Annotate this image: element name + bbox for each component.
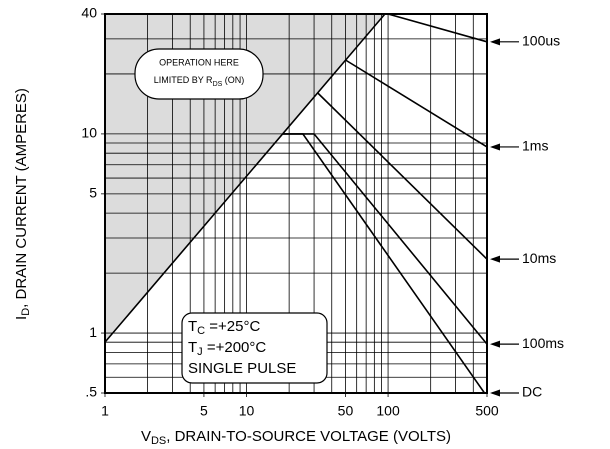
condition-text: T bbox=[188, 339, 197, 356]
series-line bbox=[104, 13, 386, 343]
conditions-box bbox=[181, 312, 328, 384]
y-tick-label: .5 bbox=[85, 384, 97, 400]
arrow-head bbox=[490, 389, 500, 397]
series-label: 100us bbox=[522, 33, 560, 49]
annotation-sub: DS bbox=[213, 81, 223, 88]
condition-sub: C bbox=[197, 325, 205, 337]
series-label: 1ms bbox=[522, 138, 548, 154]
condition: TC =+25°C bbox=[188, 318, 260, 337]
y-tick-label: 1 bbox=[89, 324, 97, 340]
arrow-head bbox=[490, 38, 500, 46]
condition: TJ =+200°C bbox=[188, 339, 266, 358]
axis-label-sub: D bbox=[20, 308, 32, 316]
condition-text: T bbox=[188, 318, 197, 335]
axis-label-text: I bbox=[13, 316, 30, 320]
y-tick-label: 40 bbox=[81, 5, 97, 21]
arrow-head bbox=[490, 340, 500, 348]
x-tick-label: 100 bbox=[376, 403, 400, 419]
axis-label-sub: DS bbox=[151, 435, 166, 447]
arrow-head bbox=[490, 143, 500, 151]
series-line bbox=[317, 92, 488, 260]
x-tick-label: 5 bbox=[200, 403, 208, 419]
x-tick-label: 1 bbox=[101, 403, 109, 419]
series-label: DC bbox=[522, 384, 542, 400]
annotation-box bbox=[134, 48, 264, 100]
axis-label-text: V bbox=[141, 428, 151, 445]
condition-text: =+200°C bbox=[203, 339, 267, 356]
series-label: 100ms bbox=[522, 335, 564, 351]
y-axis-label: ID, DRAIN CURRENT (AMPERES) bbox=[13, 88, 32, 320]
annotation-text: OPERATION HERE bbox=[159, 57, 239, 67]
x-tick-label: 500 bbox=[475, 403, 499, 419]
annotation-text: (ON) bbox=[222, 75, 244, 85]
series-line bbox=[387, 13, 488, 43]
condition: SINGLE PULSE bbox=[188, 360, 296, 377]
series-label: 10ms bbox=[522, 250, 556, 266]
x-axis-label: VDS, DRAIN-TO-SOURCE VOLTAGE (VOLTS) bbox=[141, 428, 451, 447]
condition-sub: J bbox=[197, 346, 203, 358]
series-line bbox=[282, 133, 486, 394]
series-line bbox=[345, 59, 488, 148]
plot-border bbox=[104, 13, 488, 394]
condition-text: =+25°C bbox=[205, 318, 260, 335]
arrow-head bbox=[490, 255, 500, 263]
axis-label-text: , DRAIN-TO-SOURCE VOLTAGE (VOLTS) bbox=[166, 428, 451, 445]
axis-label-text: , DRAIN CURRENT (AMPERES) bbox=[13, 88, 30, 308]
x-tick-label: 10 bbox=[239, 403, 255, 419]
y-tick-label: 10 bbox=[81, 125, 97, 141]
annotation-text: LIMITED BY RDS (ON) bbox=[154, 75, 245, 87]
y-tick-label: 5 bbox=[89, 185, 97, 201]
x-tick-label: 50 bbox=[338, 403, 354, 419]
annotation-text: LIMITED BY R bbox=[154, 75, 213, 85]
